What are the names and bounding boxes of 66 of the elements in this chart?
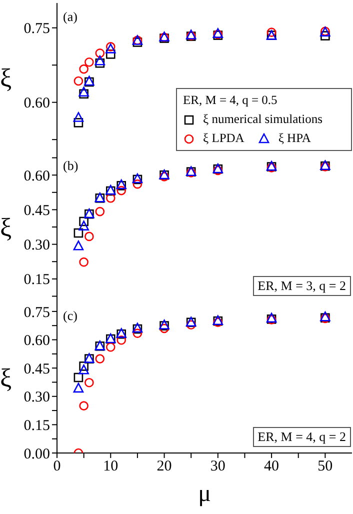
point [116, 186, 126, 196]
point [73, 382, 84, 393]
point [78, 86, 89, 97]
point [95, 58, 105, 68]
point [132, 179, 142, 189]
x-axis-title: μ [198, 481, 211, 507]
x-tick-label: 20 [156, 458, 172, 475]
point [79, 216, 88, 226]
annotation: (c) [63, 308, 78, 324]
y-axis-title: ξ [0, 213, 12, 242]
y-tick-label: 0.75 [24, 304, 50, 321]
y-tick-label: 0.15 [24, 418, 50, 434]
point [266, 28, 276, 37]
point [79, 257, 88, 267]
point [74, 372, 84, 382]
y-tick-label: 0.60 [24, 333, 50, 350]
point [116, 335, 126, 345]
legend-label: ξ LPDA [202, 130, 244, 147]
point [79, 89, 88, 99]
legend-label: ξ HPA [277, 130, 311, 147]
y-axis-title: ξ [0, 64, 12, 93]
x-tick-label: 10 [103, 458, 118, 475]
legend-title: ER, M = 4, q = 0.5 [183, 92, 278, 109]
point [84, 57, 94, 67]
x-tick-label: 0 [53, 458, 61, 475]
point [84, 232, 94, 242]
point [94, 55, 106, 66]
point [74, 76, 84, 86]
point [106, 50, 116, 59]
point [74, 118, 84, 128]
point [73, 240, 84, 250]
x-tick-label: 50 [318, 458, 333, 475]
annotation: (a) [63, 9, 78, 25]
x-tick-label: 30 [210, 458, 226, 475]
point [78, 364, 89, 374]
y-tick-label: 0.60 [24, 168, 50, 184]
y-tick-label: 0.30 [24, 238, 50, 254]
point [78, 220, 89, 230]
point [73, 112, 84, 122]
point [320, 31, 330, 40]
point [132, 328, 142, 338]
annotation: ER, M = 4, q = 2 [252, 427, 351, 447]
y-tick-label: 0.60 [24, 96, 50, 112]
y-axis-title: ξ [0, 364, 12, 393]
annotation: (b) [63, 158, 78, 174]
legend-label: ξ numerical simulations [202, 111, 322, 128]
y-tick-label: 0.45 [24, 203, 50, 220]
point [74, 228, 84, 238]
x-tick-label: 40 [264, 458, 280, 475]
point [84, 378, 94, 388]
point [79, 64, 88, 74]
y-tick-label: 0.15 [24, 272, 50, 288]
point [79, 401, 88, 410]
point [95, 354, 105, 364]
point [95, 48, 105, 58]
point [95, 206, 105, 216]
point [106, 194, 116, 203]
y-tick-label: 0.45 [24, 361, 50, 378]
y-tick-label: 0.30 [24, 390, 50, 406]
point [186, 320, 196, 330]
point [160, 324, 169, 334]
point [79, 362, 88, 371]
point [106, 342, 116, 352]
y-tick-label: 0.75 [24, 21, 50, 38]
y-tick-label: 0.00 [24, 446, 50, 462]
annotation: ER, M = 3, q = 2 [252, 276, 351, 296]
